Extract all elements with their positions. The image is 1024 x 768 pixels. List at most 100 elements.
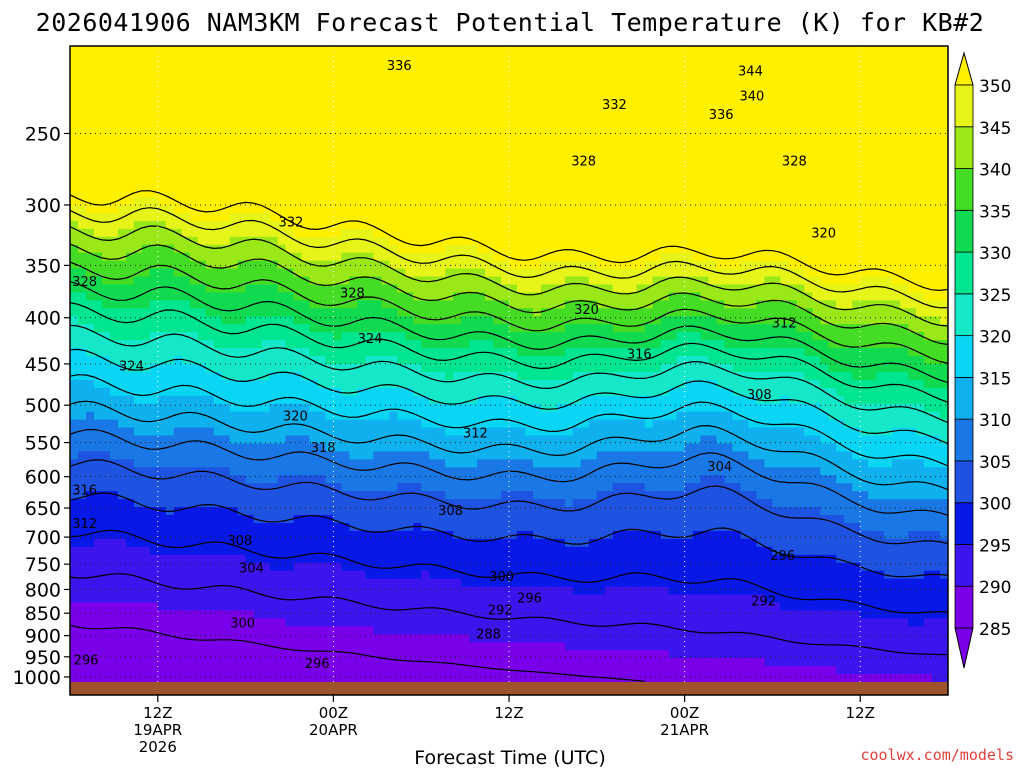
field-cell [509, 284, 518, 294]
field-cell [205, 125, 215, 135]
field-cell [333, 46, 342, 55]
field-cell [269, 356, 279, 365]
field-cell [445, 324, 454, 333]
field-cell [501, 244, 510, 254]
field-cell [357, 260, 366, 270]
field-cell [93, 165, 103, 174]
field-cell [540, 348, 550, 357]
field-cell [716, 141, 726, 150]
field-cell [540, 181, 550, 190]
field-cell [189, 189, 199, 198]
field-cell [828, 332, 837, 341]
field-cell [493, 292, 502, 301]
field-cell [301, 181, 311, 190]
field-cell [309, 69, 319, 79]
field-cell [381, 387, 390, 397]
field-cell [70, 332, 79, 341]
field-cell [924, 101, 933, 111]
field-cell [421, 316, 430, 325]
field-cell [445, 197, 454, 206]
field-cell [261, 157, 271, 166]
field-cell [189, 46, 199, 55]
field-cell [109, 220, 119, 230]
field-cell [349, 379, 358, 389]
field-cell [93, 276, 103, 286]
field-cell [692, 348, 702, 357]
field-cell [285, 133, 295, 142]
field-cell [485, 117, 494, 127]
field-cell [237, 165, 247, 174]
field-cell [692, 252, 702, 262]
field-cell [141, 244, 151, 254]
field-cell [836, 356, 845, 365]
field-cell [860, 236, 869, 246]
field-cell [628, 348, 638, 357]
field-cell [213, 395, 223, 405]
field-cell [389, 332, 398, 341]
field-cell [437, 364, 446, 373]
field-cell [381, 149, 390, 158]
field-cell [477, 340, 486, 349]
field-cell [844, 149, 853, 158]
field-cell [844, 356, 853, 365]
field-cell [788, 379, 797, 389]
field-cell [397, 387, 406, 397]
field-cell [269, 268, 279, 278]
field-cell [852, 244, 861, 254]
field-cell [700, 236, 710, 246]
field-cell [317, 165, 327, 174]
field-cell [740, 205, 750, 214]
field-cell [660, 284, 670, 294]
field-cell [477, 356, 486, 365]
field-cell [796, 395, 805, 405]
field-cell [708, 141, 718, 150]
field-cell [333, 228, 342, 238]
field-cell [485, 379, 494, 389]
field-cell [77, 387, 87, 397]
field-cell [101, 228, 111, 238]
field-cell [940, 316, 948, 325]
field-cell [596, 133, 606, 142]
field-cell [900, 197, 909, 206]
field-cell [788, 244, 797, 254]
field-cell [692, 77, 702, 87]
field-cell [524, 141, 534, 150]
field-cell [804, 244, 813, 254]
field-cell [221, 101, 231, 111]
field-cell [780, 197, 789, 206]
field-cell [596, 85, 606, 95]
field-cell [261, 340, 271, 349]
field-cell [900, 117, 909, 127]
field-cell [101, 101, 111, 111]
field-cell [564, 300, 574, 309]
field-cell [892, 181, 901, 190]
field-cell [469, 348, 478, 357]
field-cell [876, 324, 885, 333]
field-cell [564, 379, 574, 389]
field-cell [556, 141, 566, 150]
field-cell [620, 332, 630, 341]
field-cell [540, 252, 550, 262]
field-cell [509, 228, 518, 238]
field-cell [109, 141, 119, 150]
field-cell [580, 181, 590, 190]
field-cell [365, 173, 374, 182]
field-cell [365, 46, 374, 55]
field-cell [157, 189, 167, 198]
field-cell [429, 61, 438, 71]
field-cell [229, 371, 239, 381]
field-cell [764, 93, 773, 103]
field-cell [125, 149, 135, 158]
field-cell [796, 149, 805, 158]
field-cell [748, 284, 758, 294]
field-cell [357, 189, 366, 198]
field-cell [477, 61, 486, 71]
field-cell [876, 197, 885, 206]
field-cell [532, 181, 542, 190]
field-cell [532, 212, 542, 222]
field-cell [357, 69, 366, 79]
field-cell [764, 53, 773, 63]
field-cell [708, 300, 718, 309]
field-cell [900, 125, 909, 135]
field-cell [756, 356, 766, 365]
